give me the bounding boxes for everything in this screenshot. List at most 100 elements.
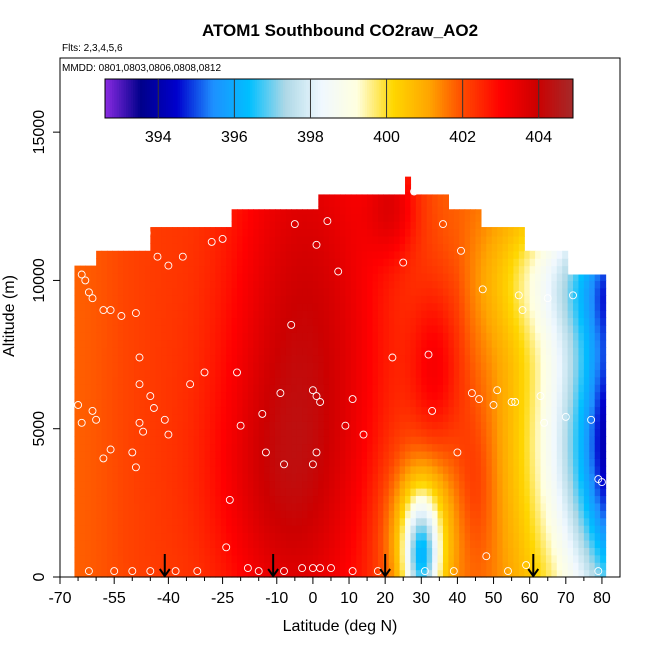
heatmap-cell: [166, 562, 173, 571]
heatmap-cell: [551, 450, 558, 459]
heatmap-cell: [291, 554, 298, 563]
heatmap-cell: [562, 317, 569, 326]
heatmap-cell: [583, 510, 590, 519]
heatmap-cell: [318, 488, 325, 497]
heatmap-cell: [578, 280, 585, 289]
heatmap-cell: [573, 332, 580, 341]
heatmap-cell: [193, 324, 200, 333]
heatmap-cell: [285, 488, 292, 497]
heatmap-cell: [567, 361, 574, 370]
heatmap-cell: [302, 421, 309, 430]
heatmap-cell: [367, 428, 374, 437]
heatmap-cell: [302, 450, 309, 459]
heatmap-cell: [150, 406, 157, 415]
heatmap-cell: [274, 287, 281, 296]
heatmap-cell: [128, 554, 135, 563]
heatmap-cell: [399, 206, 406, 215]
heatmap-cell: [247, 399, 254, 408]
heatmap-cell: [508, 369, 515, 378]
heatmap-cell: [367, 510, 374, 519]
heatmap-cell: [562, 302, 569, 311]
heatmap-cell: [583, 517, 590, 526]
heatmap-cell: [437, 495, 444, 504]
heatmap-cell: [518, 495, 525, 504]
heatmap-cell: [79, 413, 86, 422]
heatmap-cell: [123, 443, 130, 452]
heatmap-cell: [123, 488, 130, 497]
heatmap-cell: [209, 532, 216, 541]
heatmap-cell: [356, 258, 363, 267]
colorbar-swatch: [486, 79, 490, 118]
heatmap-cell: [79, 450, 86, 459]
heatmap-cell: [480, 235, 487, 244]
heatmap-cell: [307, 458, 314, 467]
heatmap-cell: [545, 562, 552, 571]
heatmap-cell: [312, 250, 319, 259]
heatmap-cell: [258, 376, 265, 385]
heatmap-cell: [508, 243, 515, 252]
heatmap-cell: [307, 361, 314, 370]
heatmap-cell: [491, 391, 498, 400]
heatmap-cell: [508, 310, 515, 319]
heatmap-cell: [172, 465, 179, 474]
heatmap-cell: [480, 465, 487, 474]
heatmap-cell: [209, 547, 216, 556]
heatmap-cell: [600, 376, 607, 385]
heatmap-cell: [323, 361, 330, 370]
heatmap-cell: [155, 324, 162, 333]
heatmap-cell: [497, 547, 504, 556]
heatmap-cell: [410, 332, 417, 341]
heatmap-cell: [529, 369, 536, 378]
heatmap-cell: [329, 376, 336, 385]
heatmap-cell: [247, 413, 254, 422]
heatmap-cell: [231, 295, 238, 304]
heatmap-cell: [112, 495, 119, 504]
heatmap-cell: [161, 347, 168, 356]
heatmap-cell: [101, 369, 108, 378]
heatmap-cell: [453, 228, 460, 237]
heatmap-cell: [302, 406, 309, 415]
heatmap-cell: [226, 399, 233, 408]
heatmap-cell: [486, 458, 493, 467]
heatmap-cell: [117, 317, 124, 326]
heatmap-cell: [264, 443, 271, 452]
heatmap-cell: [448, 525, 455, 534]
heatmap-cell: [123, 480, 130, 489]
heatmap-cell: [372, 539, 379, 548]
heatmap-cell: [237, 488, 244, 497]
heatmap-cell: [128, 302, 135, 311]
heatmap-cell: [237, 539, 244, 548]
heatmap-cell: [437, 569, 444, 578]
heatmap-cell: [237, 258, 244, 267]
heatmap-cell: [367, 206, 374, 215]
heatmap-cell: [394, 443, 401, 452]
heatmap-cell: [432, 532, 439, 541]
heatmap-cell: [280, 458, 287, 467]
heatmap-cell: [545, 369, 552, 378]
heatmap-cell: [361, 554, 368, 563]
heatmap-cell: [421, 562, 428, 571]
heatmap-cell: [139, 480, 146, 489]
heatmap-cell: [594, 443, 601, 452]
heatmap-cell: [166, 354, 173, 363]
heatmap-cell: [253, 273, 260, 282]
sample-point: [504, 567, 512, 576]
heatmap-cell: [475, 273, 482, 282]
heatmap-cell: [340, 502, 347, 511]
heatmap-cell: [502, 399, 509, 408]
heatmap-cell: [535, 361, 542, 370]
heatmap-cell: [535, 532, 542, 541]
heatmap-cell: [134, 539, 141, 548]
heatmap-cell: [144, 391, 151, 400]
heatmap-cell: [237, 280, 244, 289]
heatmap-cell: [128, 258, 135, 267]
heatmap-cell: [123, 384, 130, 393]
heatmap-cell: [112, 473, 119, 482]
heatmap-cell: [508, 235, 515, 244]
heatmap-cell: [101, 354, 108, 363]
heatmap-cell: [155, 562, 162, 571]
heatmap-cell: [491, 525, 498, 534]
heatmap-cell: [475, 443, 482, 452]
heatmap-cell: [193, 458, 200, 467]
heatmap-cell: [410, 510, 417, 519]
